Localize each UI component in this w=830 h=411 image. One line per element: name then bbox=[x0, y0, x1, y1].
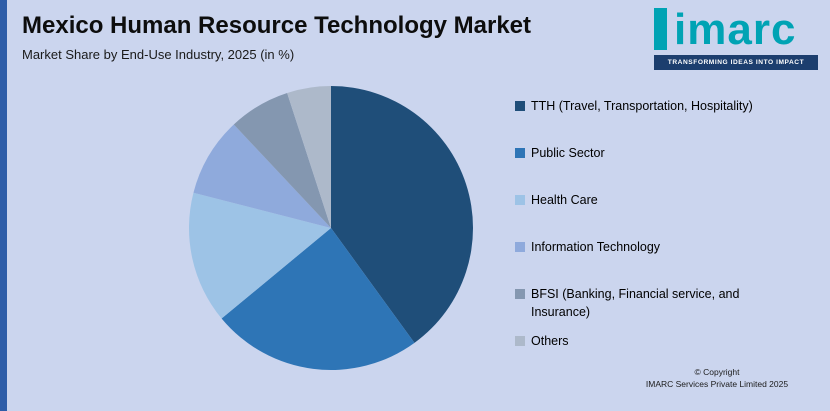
pie-chart bbox=[189, 86, 474, 370]
legend-swatch bbox=[515, 101, 525, 111]
legend-label: Information Technology bbox=[531, 240, 661, 254]
legend-label: TTH (Travel, Transportation, Hospitality… bbox=[531, 99, 753, 113]
logo-mark-icon bbox=[654, 8, 667, 50]
legend-label: Health Care bbox=[531, 193, 598, 207]
copyright-line2: IMARC Services Private Limited 2025 bbox=[645, 379, 789, 390]
pie-slice bbox=[287, 86, 331, 228]
pie-slice bbox=[221, 228, 415, 370]
pie-slice bbox=[233, 92, 331, 228]
pie-slice bbox=[189, 192, 331, 319]
pie-slice bbox=[193, 124, 331, 228]
legend-label: Public Sector bbox=[531, 146, 605, 160]
legend-swatch bbox=[515, 336, 525, 346]
legend-item: Others bbox=[515, 333, 783, 380]
legend-swatch bbox=[515, 195, 525, 205]
legend-swatch bbox=[515, 242, 525, 252]
legend-item: Information Technology bbox=[515, 239, 783, 286]
imarc-logo: imarc TRANSFORMING IDEAS INTO IMPACT bbox=[654, 8, 818, 70]
legend-label: BFSI (Banking, Financial service, and In… bbox=[531, 287, 740, 319]
left-accent-bar bbox=[0, 0, 7, 411]
legend-item: Health Care bbox=[515, 192, 783, 239]
legend-item: Public Sector bbox=[515, 145, 783, 192]
legend-item: BFSI (Banking, Financial service, and In… bbox=[515, 286, 783, 333]
legend-item: TTH (Travel, Transportation, Hospitality… bbox=[515, 98, 783, 145]
page-subtitle: Market Share by End-Use Industry, 2025 (… bbox=[22, 47, 295, 62]
logo-row: imarc bbox=[654, 5, 818, 55]
legend: TTH (Travel, Transportation, Hospitality… bbox=[515, 98, 783, 380]
pie-slice bbox=[331, 86, 474, 343]
header: Mexico Human Resource Technology Market … bbox=[22, 12, 531, 62]
legend-label: Others bbox=[531, 334, 569, 348]
legend-swatch bbox=[515, 148, 525, 158]
copyright: © Copyright IMARC Services Private Limit… bbox=[622, 366, 812, 392]
logo-tagline: TRANSFORMING IDEAS INTO IMPACT bbox=[654, 55, 818, 70]
logo-brand-text: imarc bbox=[674, 5, 797, 55]
page-title: Mexico Human Resource Technology Market bbox=[22, 12, 532, 39]
legend-swatch bbox=[515, 289, 525, 299]
copyright-line1: © Copyright bbox=[694, 366, 740, 377]
